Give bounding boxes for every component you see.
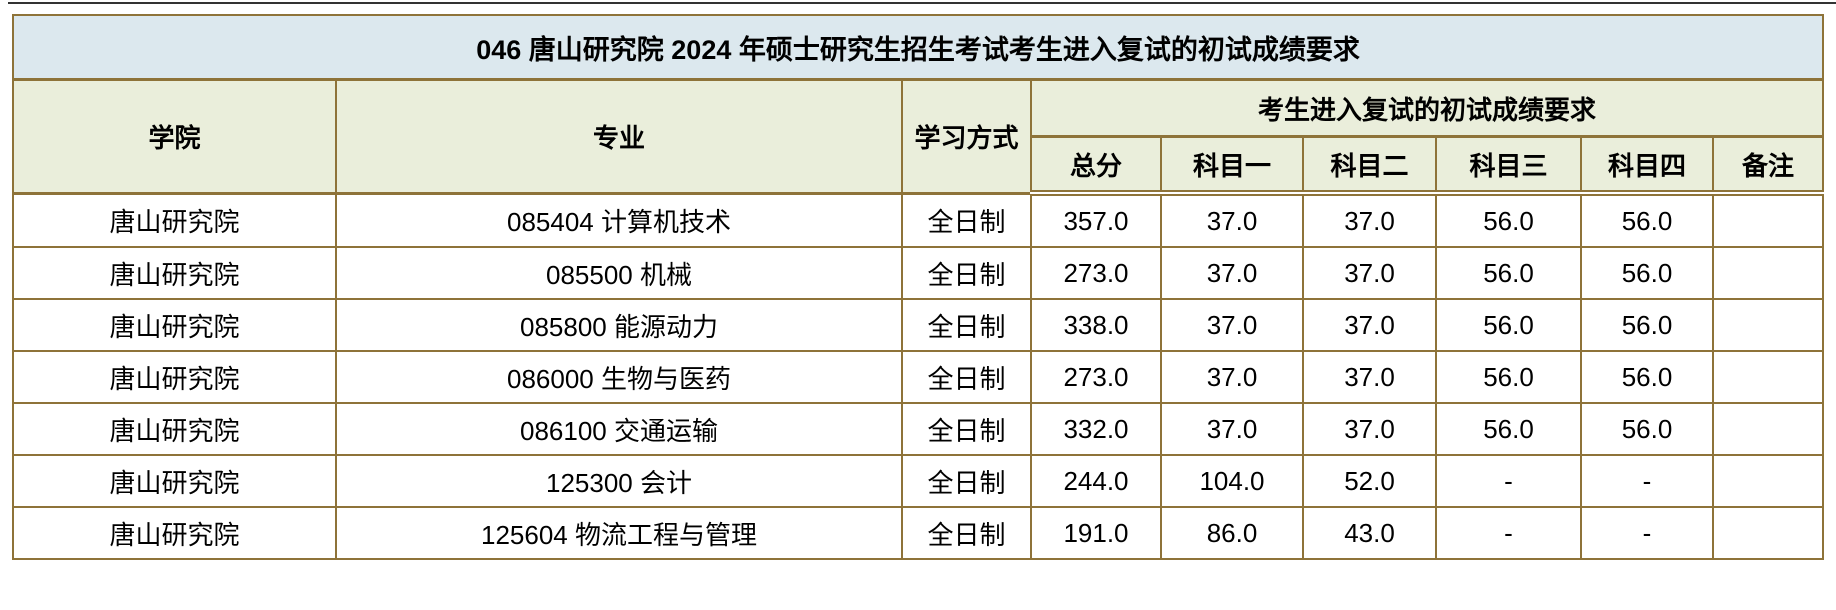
cell-subject3: -	[1435, 506, 1582, 560]
cell-total-score: 332.0	[1030, 402, 1162, 456]
score-requirements-table: 046 唐山研究院 2024 年硕士研究生招生考试考生进入复试的初试成绩要求 学…	[11, 14, 1825, 560]
cell-subject3: 56.0	[1435, 246, 1582, 300]
header-subject3: 科目三	[1435, 135, 1582, 196]
cell-remark	[1711, 454, 1825, 508]
cell-total-score: 273.0	[1030, 350, 1162, 404]
cell-subject2: 37.0	[1302, 350, 1437, 404]
cell-study-mode: 全日制	[901, 506, 1032, 560]
cell-subject3: 56.0	[1435, 402, 1582, 456]
cell-subject1: 37.0	[1160, 246, 1304, 300]
cell-total-score: 357.0	[1030, 192, 1162, 248]
cell-subject2: 37.0	[1302, 246, 1437, 300]
cell-total-score: 338.0	[1030, 298, 1162, 352]
cell-subject4: 56.0	[1580, 246, 1714, 300]
cell-major: 085500 机械	[335, 246, 903, 300]
header-remark: 备注	[1711, 135, 1825, 196]
cell-major: 085404 计算机技术	[335, 192, 903, 248]
cell-subject4: 56.0	[1580, 402, 1714, 456]
header-subject4: 科目四	[1580, 135, 1714, 196]
header-total-score: 总分	[1030, 135, 1162, 196]
cell-subject3: 56.0	[1435, 350, 1582, 404]
header-study-mode: 学习方式	[901, 78, 1032, 195]
header-subject2: 科目二	[1302, 135, 1437, 196]
table-row: 唐山研究院 125604 物流工程与管理 全日制 191.0 86.0 43.0…	[12, 506, 1825, 560]
cell-remark	[1711, 298, 1825, 352]
header-college: 学院	[12, 78, 337, 195]
cell-study-mode: 全日制	[901, 298, 1032, 352]
cell-subject3: -	[1435, 454, 1582, 508]
cell-study-mode: 全日制	[901, 350, 1032, 404]
cell-study-mode: 全日制	[901, 192, 1032, 248]
cell-college: 唐山研究院	[12, 402, 337, 456]
table-row: 唐山研究院 085404 计算机技术 全日制 357.0 37.0 37.0 5…	[12, 192, 1825, 248]
cell-major: 125300 会计	[335, 454, 903, 508]
cell-subject1: 37.0	[1160, 402, 1304, 456]
cell-college: 唐山研究院	[12, 192, 337, 248]
header-score-group: 考生进入复试的初试成绩要求	[1029, 78, 1825, 138]
cell-subject2: 37.0	[1302, 298, 1437, 352]
cell-subject1: 104.0	[1160, 454, 1304, 508]
cell-major: 085800 能源动力	[335, 298, 903, 352]
cell-subject2: 43.0	[1302, 506, 1437, 560]
cell-college: 唐山研究院	[12, 350, 337, 404]
cell-subject1: 37.0	[1160, 298, 1304, 352]
table-row: 唐山研究院 085800 能源动力 全日制 338.0 37.0 37.0 56…	[12, 298, 1825, 352]
cell-major: 125604 物流工程与管理	[335, 506, 903, 560]
cell-major: 086100 交通运输	[335, 402, 903, 456]
header-subject1: 科目一	[1160, 135, 1304, 196]
cell-subject1: 37.0	[1160, 350, 1304, 404]
cell-study-mode: 全日制	[901, 454, 1032, 508]
header-major: 专业	[335, 78, 903, 195]
table-title-row: 046 唐山研究院 2024 年硕士研究生招生考试考生进入复试的初试成绩要求	[11, 14, 1825, 81]
cell-remark	[1711, 192, 1825, 248]
table-row: 唐山研究院 085500 机械 全日制 273.0 37.0 37.0 56.0…	[12, 246, 1825, 300]
table-row: 唐山研究院 086000 生物与医药 全日制 273.0 37.0 37.0 5…	[12, 350, 1825, 404]
cell-subject4: -	[1580, 454, 1714, 508]
cell-subject4: 56.0	[1580, 298, 1714, 352]
cell-major: 086000 生物与医药	[335, 350, 903, 404]
cell-subject3: 56.0	[1435, 298, 1582, 352]
cell-remark	[1711, 506, 1825, 560]
cell-subject2: 52.0	[1302, 454, 1437, 508]
table-row: 唐山研究院 125300 会计 全日制 244.0 104.0 52.0 - -	[12, 454, 1825, 508]
cell-remark	[1711, 402, 1825, 456]
cell-subject2: 37.0	[1302, 192, 1437, 248]
cell-subject4: -	[1580, 506, 1714, 560]
cell-study-mode: 全日制	[901, 402, 1032, 456]
cell-remark	[1711, 350, 1825, 404]
cell-college: 唐山研究院	[12, 298, 337, 352]
cell-subject1: 86.0	[1160, 506, 1304, 560]
cell-total-score: 273.0	[1030, 246, 1162, 300]
table-row: 唐山研究院 086100 交通运输 全日制 332.0 37.0 37.0 56…	[12, 402, 1825, 456]
cell-total-score: 244.0	[1030, 454, 1162, 508]
header-row-sub: 总分 科目一 科目二 科目三 科目四 备注	[13, 135, 1825, 196]
cell-remark	[1711, 246, 1825, 300]
cell-study-mode: 全日制	[901, 246, 1032, 300]
cell-subject2: 37.0	[1302, 402, 1437, 456]
cell-college: 唐山研究院	[12, 246, 337, 300]
cell-subject4: 56.0	[1580, 192, 1714, 248]
cell-total-score: 191.0	[1030, 506, 1162, 560]
table-title: 046 唐山研究院 2024 年硕士研究生招生考试考生进入复试的初试成绩要求	[11, 14, 1825, 81]
header-row-top: 学院 专业 学习方式 考生进入复试的初试成绩要求	[12, 78, 1825, 195]
page-top-divider	[8, 2, 1836, 4]
cell-college: 唐山研究院	[12, 454, 337, 508]
cell-college: 唐山研究院	[12, 506, 337, 560]
cell-subject1: 37.0	[1160, 192, 1304, 248]
cell-subject4: 56.0	[1580, 350, 1714, 404]
cell-subject3: 56.0	[1435, 192, 1582, 248]
